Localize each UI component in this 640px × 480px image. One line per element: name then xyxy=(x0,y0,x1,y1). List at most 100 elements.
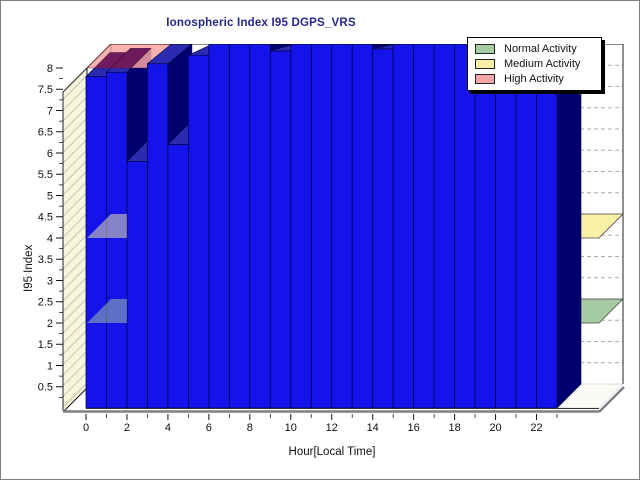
legend-item-medium: Medium Activity xyxy=(468,56,601,71)
hatch-line xyxy=(63,138,87,164)
hatch-line xyxy=(63,75,87,100)
chart-title: Ionospheric Index I95 DGPS_VRS xyxy=(166,17,356,29)
bar-hour-10 xyxy=(290,44,312,409)
medium-activity-swatch xyxy=(475,58,495,69)
bar-hour-20 xyxy=(495,44,517,409)
y-tick-label: 4 xyxy=(47,233,53,245)
bar-hour-9 xyxy=(269,50,292,409)
x-tick-label: 16 xyxy=(408,422,420,434)
hatch-line xyxy=(63,202,87,228)
bar-hour-13 xyxy=(351,44,374,409)
legend-label: Normal Activity xyxy=(504,42,577,55)
hatch-line xyxy=(63,191,87,217)
bar-hour-1 xyxy=(106,71,128,409)
hatch-line xyxy=(63,181,87,206)
legend: Normal Activity Medium Activity High Act… xyxy=(467,37,602,91)
bar-side-hour-22 xyxy=(556,44,582,409)
bar-hour-21 xyxy=(515,44,537,409)
hatch-line xyxy=(63,213,87,238)
hatch-line xyxy=(63,96,87,122)
y-axis-title: I95 Index xyxy=(23,244,35,292)
hatch-line xyxy=(63,361,87,387)
x-tick-label: 2 xyxy=(124,422,130,434)
bar-hour-11 xyxy=(310,44,333,409)
bar-hour-14 xyxy=(372,48,394,409)
hatch-line xyxy=(63,329,87,355)
y-tick-label: 6.5 xyxy=(38,127,53,139)
bar-hour-2 xyxy=(126,161,148,409)
x-axis-title: Hour[Local Time] xyxy=(288,446,376,458)
bar-hour-16 xyxy=(413,44,435,409)
y-tick-label: 5.5 xyxy=(38,169,53,181)
bar-hour-22 xyxy=(536,44,558,409)
high-activity-swatch xyxy=(475,73,495,84)
y-tick-label: 0.5 xyxy=(38,382,53,394)
legend-item-high: High Activity xyxy=(468,71,601,86)
hatch-line xyxy=(63,319,87,344)
hatch-line xyxy=(63,244,87,270)
hatch-line xyxy=(63,107,87,132)
axis-wall-hatch xyxy=(63,68,87,411)
bar-hour-8 xyxy=(249,44,271,409)
hatch-line xyxy=(63,85,87,111)
bar-hour-18 xyxy=(454,44,476,409)
hatch-line xyxy=(63,372,87,397)
hatch-line xyxy=(63,223,87,249)
bar-hour-6 xyxy=(208,44,230,409)
hatch-line xyxy=(63,287,87,312)
legend-label: High Activity xyxy=(504,72,564,85)
hatch-line xyxy=(63,234,87,259)
bar-hour-0 xyxy=(85,76,107,409)
hatch-line xyxy=(63,382,87,408)
y-tick-label: 1 xyxy=(47,360,53,372)
x-tick-label: 4 xyxy=(165,422,171,434)
legend-label: Medium Activity xyxy=(504,57,581,70)
bar-top-above-high-hour-1 xyxy=(110,47,152,68)
hatch-line xyxy=(63,266,87,291)
bar-hour-15 xyxy=(392,44,415,409)
x-tick-label: 12 xyxy=(326,422,338,434)
hatch-line xyxy=(63,297,87,323)
x-tick-label: 6 xyxy=(206,422,212,434)
floor-left-corner-edge xyxy=(63,387,88,412)
y-tick-label: 3 xyxy=(47,275,53,287)
wall-top-edge xyxy=(62,67,88,93)
y-tick-label: 2 xyxy=(47,318,53,330)
hatch-line xyxy=(63,117,87,143)
hatch-line xyxy=(63,149,87,175)
x-tick-label: 18 xyxy=(448,422,460,434)
bar-hour-7 xyxy=(228,44,251,409)
bar-hour-12 xyxy=(331,44,353,409)
hatch-line xyxy=(63,255,87,281)
medium-plane-overlay xyxy=(87,214,127,238)
normal-activity-swatch xyxy=(475,43,495,54)
bars-above-high-threshold xyxy=(94,47,152,68)
x-tick-label: 0 xyxy=(83,422,89,434)
normal-plane-overlay xyxy=(87,299,127,323)
bar-hour-5 xyxy=(188,54,210,409)
hatch-line xyxy=(63,170,87,196)
hatch-line xyxy=(63,128,87,153)
x-tick-label: 10 xyxy=(285,422,297,434)
x-tick-label: 22 xyxy=(530,422,542,434)
bar-hour-4 xyxy=(167,144,189,409)
y-tick-label: 8 xyxy=(47,63,53,75)
y-tick-label: 5 xyxy=(47,190,53,202)
hatch-line xyxy=(63,160,87,185)
x-tick-label: 20 xyxy=(489,422,501,434)
x-tick-label: 8 xyxy=(247,422,253,434)
hatch-line xyxy=(63,308,87,334)
y-tick-label: 7.5 xyxy=(38,84,53,96)
hatch-line xyxy=(63,340,87,365)
y-tick-label: 3.5 xyxy=(38,254,53,266)
hatch-line xyxy=(63,350,87,376)
x-axis-line-oblique xyxy=(598,386,625,413)
plot-volume xyxy=(85,44,624,409)
y-tick-label: 6 xyxy=(47,148,53,160)
bar-hour-17 xyxy=(433,44,455,409)
bar-hour-3 xyxy=(147,63,169,409)
legend-item-normal: Normal Activity xyxy=(468,41,601,56)
y-tick-label: 4.5 xyxy=(38,212,53,224)
